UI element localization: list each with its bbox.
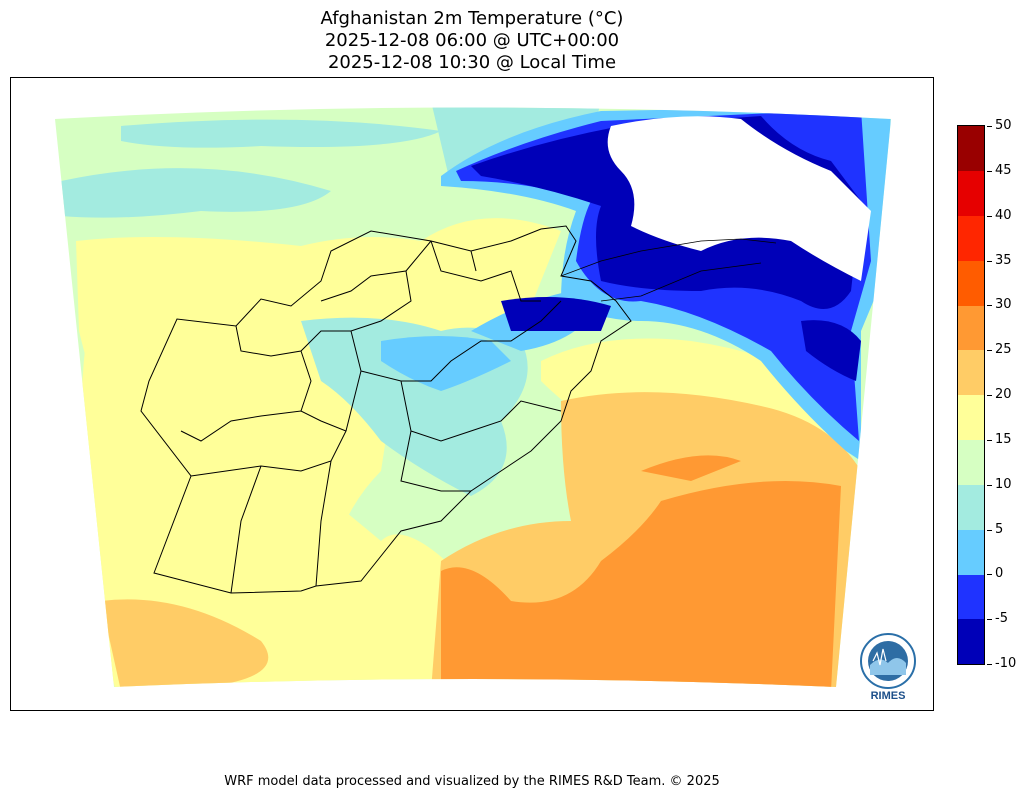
- colorbar-tick-label: 45: [995, 162, 1012, 178]
- colorbar-tick-label: 30: [995, 297, 1012, 313]
- colorbar-tick: [987, 664, 992, 665]
- colorbar-segment: [958, 619, 984, 665]
- zone-20-25-southwest: [101, 599, 269, 687]
- colorbar-segment: [958, 484, 984, 530]
- colorbar-tick: [987, 170, 992, 172]
- colorbar-tick: [987, 260, 992, 262]
- colorbar-tick-label: 50: [995, 118, 1012, 133]
- temperature-map: RIMES: [10, 77, 934, 711]
- colorbar-tick-label: 5: [995, 521, 1004, 537]
- map-title-line3: 2025-12-08 10:30 @ Local Time: [327, 52, 617, 73]
- colorbar-tick-label: 40: [995, 207, 1012, 223]
- colorbar-tick-label: -5: [995, 611, 1008, 627]
- colorbar-tick-label: 10: [995, 476, 1012, 492]
- province-line-4: [345, 300, 562, 432]
- zone-5-10-north: [121, 119, 441, 148]
- colorbar-segment: [958, 260, 984, 306]
- logo-wordmark: RIMES: [871, 690, 906, 702]
- zone-0-5-highlands: [381, 336, 511, 391]
- zone-5-10-west: [61, 168, 331, 218]
- province-boundaries: [140, 225, 777, 594]
- colorbar-tick: [987, 126, 992, 127]
- colorbar-tick: [987, 305, 992, 307]
- colorbar-tick: [987, 215, 992, 217]
- footer-credit: WRF model data processed and visualized …: [224, 774, 720, 789]
- wakhan-corridor: [560, 238, 777, 302]
- map-title-line1: Afghanistan 2m Temperature (°C): [320, 8, 624, 29]
- colorbar-segment: [958, 574, 984, 620]
- colorbar-tick-label: 25: [995, 342, 1012, 358]
- zone-15-20-southwest: [80, 301, 446, 687]
- colorbar-segment: [958, 529, 984, 575]
- province-line-1: [180, 410, 347, 477]
- colorbar-tick: [987, 619, 992, 621]
- colorbar-segment: [958, 350, 984, 396]
- zone-below-minus10-northeast: [607, 116, 871, 281]
- colorbar-segment: [958, 215, 984, 261]
- colorbar-tick: [987, 574, 992, 576]
- colorbar-tick: [987, 439, 992, 441]
- colorbar: [957, 125, 985, 665]
- colorbar-segment: [958, 170, 984, 216]
- province-line-3: [230, 350, 332, 594]
- colorbar-tick: [987, 350, 992, 352]
- temperature-field: [55, 107, 891, 687]
- colorbar-tick: [987, 484, 992, 486]
- province-line-5: [400, 380, 562, 492]
- colorbar-segment: [958, 305, 984, 351]
- zone-minus10-minus5-karakoram: [801, 320, 861, 381]
- colorbar-tick: [987, 395, 992, 396]
- province-line-2: [235, 270, 412, 357]
- colorbar-segment: [958, 439, 984, 485]
- map-title-line2: 2025-12-08 06:00 @ UTC+00:00: [324, 30, 620, 51]
- colorbar-tick-label: 20: [995, 387, 1012, 402]
- colorbar-tick: [987, 529, 992, 531]
- zone-25-30-southeast: [441, 481, 841, 687]
- colorbar-tick-label: 35: [995, 252, 1012, 268]
- zone-25-30-patch: [641, 455, 741, 481]
- colorbar-segment: [958, 126, 984, 171]
- colorbar-tick-label: -10: [995, 656, 1017, 671]
- rimes-logo: RIMES: [860, 633, 916, 702]
- colorbar-tick-label: 0: [995, 566, 1004, 582]
- province-line-6: [405, 240, 541, 302]
- colorbar-segment: [958, 395, 984, 440]
- colorbar-tick-label: 15: [995, 431, 1012, 447]
- zone-minus10-minus5-hindukush: [501, 297, 611, 331]
